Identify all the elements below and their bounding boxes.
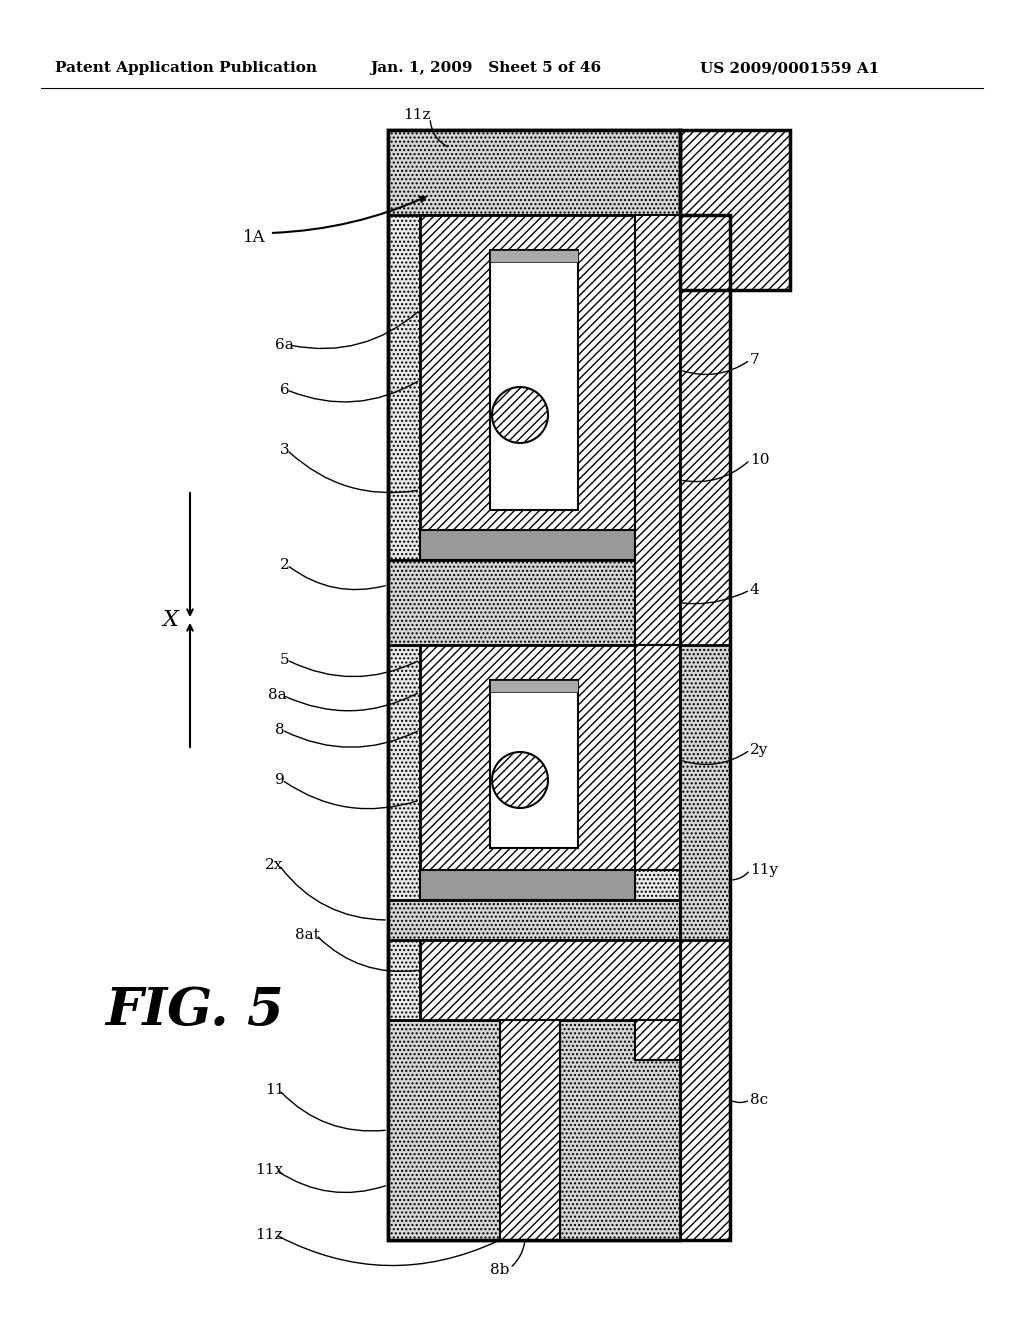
Text: 8c: 8c	[750, 1093, 768, 1107]
Text: US 2009/0001559 A1: US 2009/0001559 A1	[700, 61, 880, 75]
Bar	[388, 129, 680, 1239]
Bar	[680, 645, 730, 940]
Text: 2: 2	[280, 558, 290, 572]
Text: 12: 12	[750, 187, 769, 202]
Bar	[420, 215, 635, 531]
Polygon shape	[493, 752, 548, 808]
Text: FIG. 5: FIG. 5	[105, 985, 284, 1035]
Text: 11y: 11y	[750, 863, 778, 876]
Bar	[490, 680, 578, 692]
Text: 2y: 2y	[750, 743, 768, 756]
Text: 11: 11	[265, 1082, 285, 1097]
Bar	[420, 870, 635, 900]
Bar	[680, 129, 790, 290]
Text: 6: 6	[280, 383, 290, 397]
Text: 8: 8	[275, 723, 285, 737]
Text: 1A: 1A	[243, 230, 265, 247]
Bar	[388, 1020, 680, 1239]
Polygon shape	[493, 387, 548, 444]
Text: 2x: 2x	[265, 858, 284, 873]
Text: Jan. 1, 2009   Sheet 5 of 46: Jan. 1, 2009 Sheet 5 of 46	[370, 61, 601, 75]
Bar	[490, 680, 578, 847]
Bar	[635, 645, 680, 870]
Bar	[680, 129, 790, 290]
Bar	[680, 215, 730, 1239]
Text: 8a: 8a	[268, 688, 287, 702]
Bar	[635, 215, 680, 645]
Text: 4: 4	[750, 583, 760, 597]
Text: 6a: 6a	[275, 338, 294, 352]
Bar	[490, 249, 578, 261]
Text: X: X	[162, 609, 178, 631]
Text: 5: 5	[280, 653, 290, 667]
Bar	[490, 249, 578, 510]
Text: 9: 9	[275, 774, 285, 787]
Text: 7: 7	[750, 352, 760, 367]
Bar	[388, 560, 680, 645]
Bar	[635, 1020, 680, 1060]
Bar	[420, 645, 635, 870]
Bar	[388, 129, 680, 215]
Bar	[500, 1020, 560, 1239]
Text: 8at: 8at	[295, 928, 319, 942]
Bar	[388, 900, 680, 940]
Text: 3: 3	[280, 444, 290, 457]
Text: 11z: 11z	[403, 108, 430, 121]
Text: 11z: 11z	[255, 1228, 283, 1242]
Text: 8b: 8b	[490, 1263, 509, 1276]
Bar	[420, 940, 680, 1020]
Text: 11x: 11x	[255, 1163, 283, 1177]
Bar	[420, 531, 635, 560]
Text: Patent Application Publication: Patent Application Publication	[55, 61, 317, 75]
Text: 10: 10	[750, 453, 769, 467]
